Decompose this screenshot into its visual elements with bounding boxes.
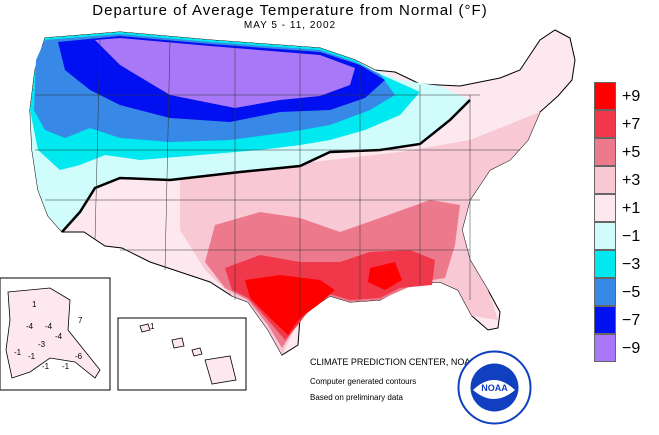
credit-agency: CLIMATE PREDICTION CENTER, NOAA — [310, 357, 477, 367]
legend-swatch — [594, 194, 616, 222]
legend-label: −3 — [622, 256, 641, 273]
legend-swatch — [594, 278, 616, 306]
legend-label: −7 — [622, 312, 641, 329]
zero-contour-line — [61, 99, 471, 233]
legend-swatch — [594, 82, 616, 110]
legend-label: +9 — [622, 88, 641, 105]
credit-line1: Computer generated contours — [310, 377, 417, 386]
contour-plus9 — [245, 262, 402, 335]
noaa-logo-text: NOAA — [481, 383, 508, 393]
legend-label: +1 — [622, 200, 641, 217]
alaska-label: 7 — [78, 316, 83, 325]
alaska-label: 1 — [32, 300, 37, 309]
legend-label: −1 — [622, 228, 641, 245]
alaska-label: -1 — [42, 362, 50, 371]
alaska-label: -6 — [75, 352, 83, 361]
alaska-label: -1 — [28, 352, 36, 361]
legend-label: +7 — [622, 116, 641, 133]
legend-label: −9 — [622, 340, 641, 357]
legend-swatch — [594, 222, 616, 250]
legend-label: −5 — [622, 284, 641, 301]
map-title: Departure of Average Temperature from No… — [92, 2, 488, 19]
contour-minus9 — [95, 38, 355, 108]
legend-swatch — [594, 250, 616, 278]
credit-line2: Based on preliminary data — [310, 393, 403, 402]
alaska-label: -4 — [45, 322, 53, 331]
alaska-outline — [5, 287, 101, 379]
noaa-logo: NOAA — [457, 350, 532, 425]
state-boundaries — [35, 39, 520, 320]
alaska-label: -4 — [26, 322, 34, 331]
legend-label: +5 — [622, 144, 641, 161]
legend-label: +3 — [622, 172, 641, 189]
alaska-label: -4 — [55, 332, 63, 341]
alaska-label: -1 — [14, 348, 22, 357]
legend-swatch — [594, 110, 616, 138]
hawaii-islands — [139, 323, 237, 385]
alaska-label: -1 — [62, 362, 70, 371]
legend-swatch — [594, 166, 616, 194]
legend-swatch — [594, 306, 616, 334]
map-period: MAY 5 - 11, 2002 — [243, 20, 337, 31]
hawaii-label: 1 — [150, 322, 155, 331]
legend-swatch — [594, 138, 616, 166]
legend-swatch — [594, 334, 616, 362]
alaska-label: -3 — [38, 340, 46, 349]
